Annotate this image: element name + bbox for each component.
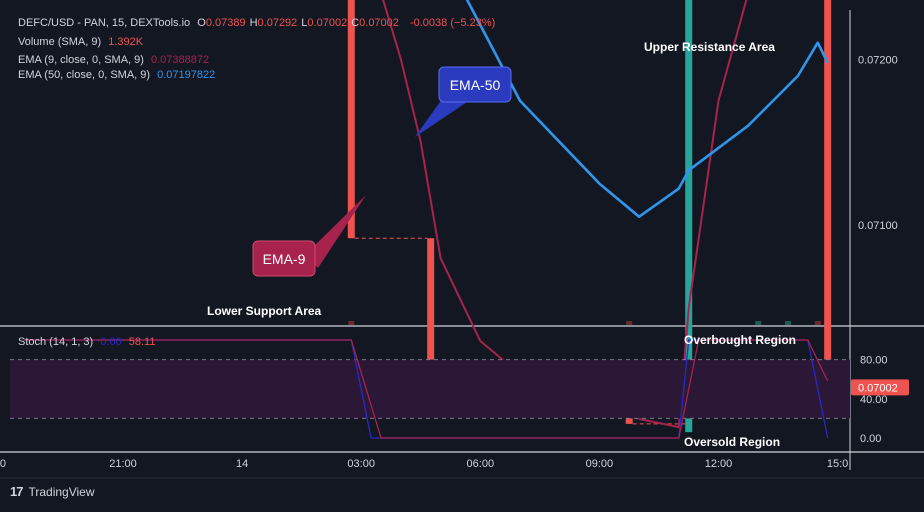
stoch-label: Stoch (14, 1, 3) <box>18 336 94 348</box>
time-tick-label: 14 <box>236 458 248 470</box>
ohlc-value: 0.07002 <box>359 17 399 29</box>
stoch-tick-label: 80.00 <box>860 355 888 367</box>
volume-bar <box>814 321 821 325</box>
stoch-d-line <box>23 339 829 439</box>
candle-body <box>347 0 355 239</box>
stoch-tick-label: 0.00 <box>860 433 881 445</box>
time-tick-label: 00 <box>0 458 6 470</box>
current-price-tag <box>851 379 909 396</box>
stoch-tick-label: 40.00 <box>860 394 888 406</box>
overbought-label: Overbought Region <box>684 333 796 347</box>
ema9-callout-box <box>252 240 316 277</box>
ema50-value: 0.07197822 <box>157 69 216 81</box>
ema9-callout-pointer <box>305 195 366 268</box>
stoch-d-value: 58.11 <box>128 336 156 348</box>
volume-bar <box>626 321 633 325</box>
axes: 0.074000.073000.072000.071000.0700280.00… <box>0 54 909 470</box>
ohlc-key: H <box>249 17 258 29</box>
volume-bar <box>784 321 791 325</box>
legend-ema9-row: EMA (9, close, 0, SMA, 9) 0.07388872 <box>18 54 213 66</box>
price-change: -0.0038 (−5.23%) <box>409 17 496 29</box>
annotations: Upper Resistance Area Lower Support Area E… <box>207 40 796 449</box>
candle-body <box>427 238 435 403</box>
ohlc-value: 0.07389 <box>205 17 246 29</box>
legend-ema50-row: EMA (50, close, 0, SMA, 9) 0.07197822 <box>18 69 219 81</box>
time-tick-label: 12:00 <box>705 458 733 470</box>
volume-value: 1.392K <box>108 36 144 48</box>
price-tick-label: 0.07100 <box>858 220 898 232</box>
ema50-line <box>465 0 829 219</box>
ema50-callout-label: EMA-50 <box>450 77 501 93</box>
ema9-callout-label: EMA-9 <box>263 251 306 267</box>
price-tick-label: 0.07200 <box>858 54 898 66</box>
ohlc-values: O0.07389 H0.07292 L0.07002 C0.07002 <box>197 17 403 29</box>
ema9-label: EMA (9, close, 0, SMA, 9) <box>18 54 144 66</box>
time-tick-label: 15:0 <box>827 458 848 470</box>
stoch-k-value: 0.00 <box>100 336 122 348</box>
stoch-panel <box>10 339 850 439</box>
ohlc-value: 0.07292 <box>257 17 298 29</box>
ohlc-key: O <box>197 17 206 29</box>
candle-body <box>685 0 693 433</box>
ema50-label: EMA (50, close, 0, SMA, 9) <box>18 69 151 81</box>
tradingview-logo-icon: 17 <box>10 484 24 499</box>
volume-bar <box>755 321 762 325</box>
time-tick-label: 09:00 <box>586 458 614 470</box>
tradingview-footer[interactable]: 17 TradingView <box>10 484 95 499</box>
upper-resistance-label: Upper Resistance Area <box>644 40 775 54</box>
volume-bar <box>348 321 355 325</box>
tradingview-brand: TradingView <box>28 484 95 499</box>
legend-stoch-row: Stoch (14, 1, 3) 0.00 58.11 <box>18 336 159 348</box>
time-tick-label: 06:00 <box>467 458 495 470</box>
ohlc-key: C <box>351 17 360 29</box>
ema50-callout-box <box>438 66 512 103</box>
lower-support-label: Lower Support Area <box>207 304 322 318</box>
candle-body <box>824 0 832 388</box>
time-tick-label: 03:00 <box>347 458 375 470</box>
ohlc-key: L <box>301 17 308 29</box>
time-tick-label: 21:00 <box>109 458 137 470</box>
legend-volume-row: Volume (SMA, 9) 1.392K <box>18 36 147 48</box>
oversold-label: Oversold Region <box>684 435 780 449</box>
volume-label: Volume (SMA, 9) <box>18 36 102 48</box>
symbol-name: DEFC/USD - PAN, 15, DEXTools.io <box>18 17 191 29</box>
current-price-label: 0.07002 <box>858 382 898 394</box>
ohlc-value: 0.07002 <box>307 17 348 29</box>
ema9-value: 0.07388872 <box>151 54 210 66</box>
stoch-band <box>10 359 850 419</box>
legend-symbol-row: DEFC/USD - PAN, 15, DEXTools.io O0.07389… <box>18 17 499 29</box>
